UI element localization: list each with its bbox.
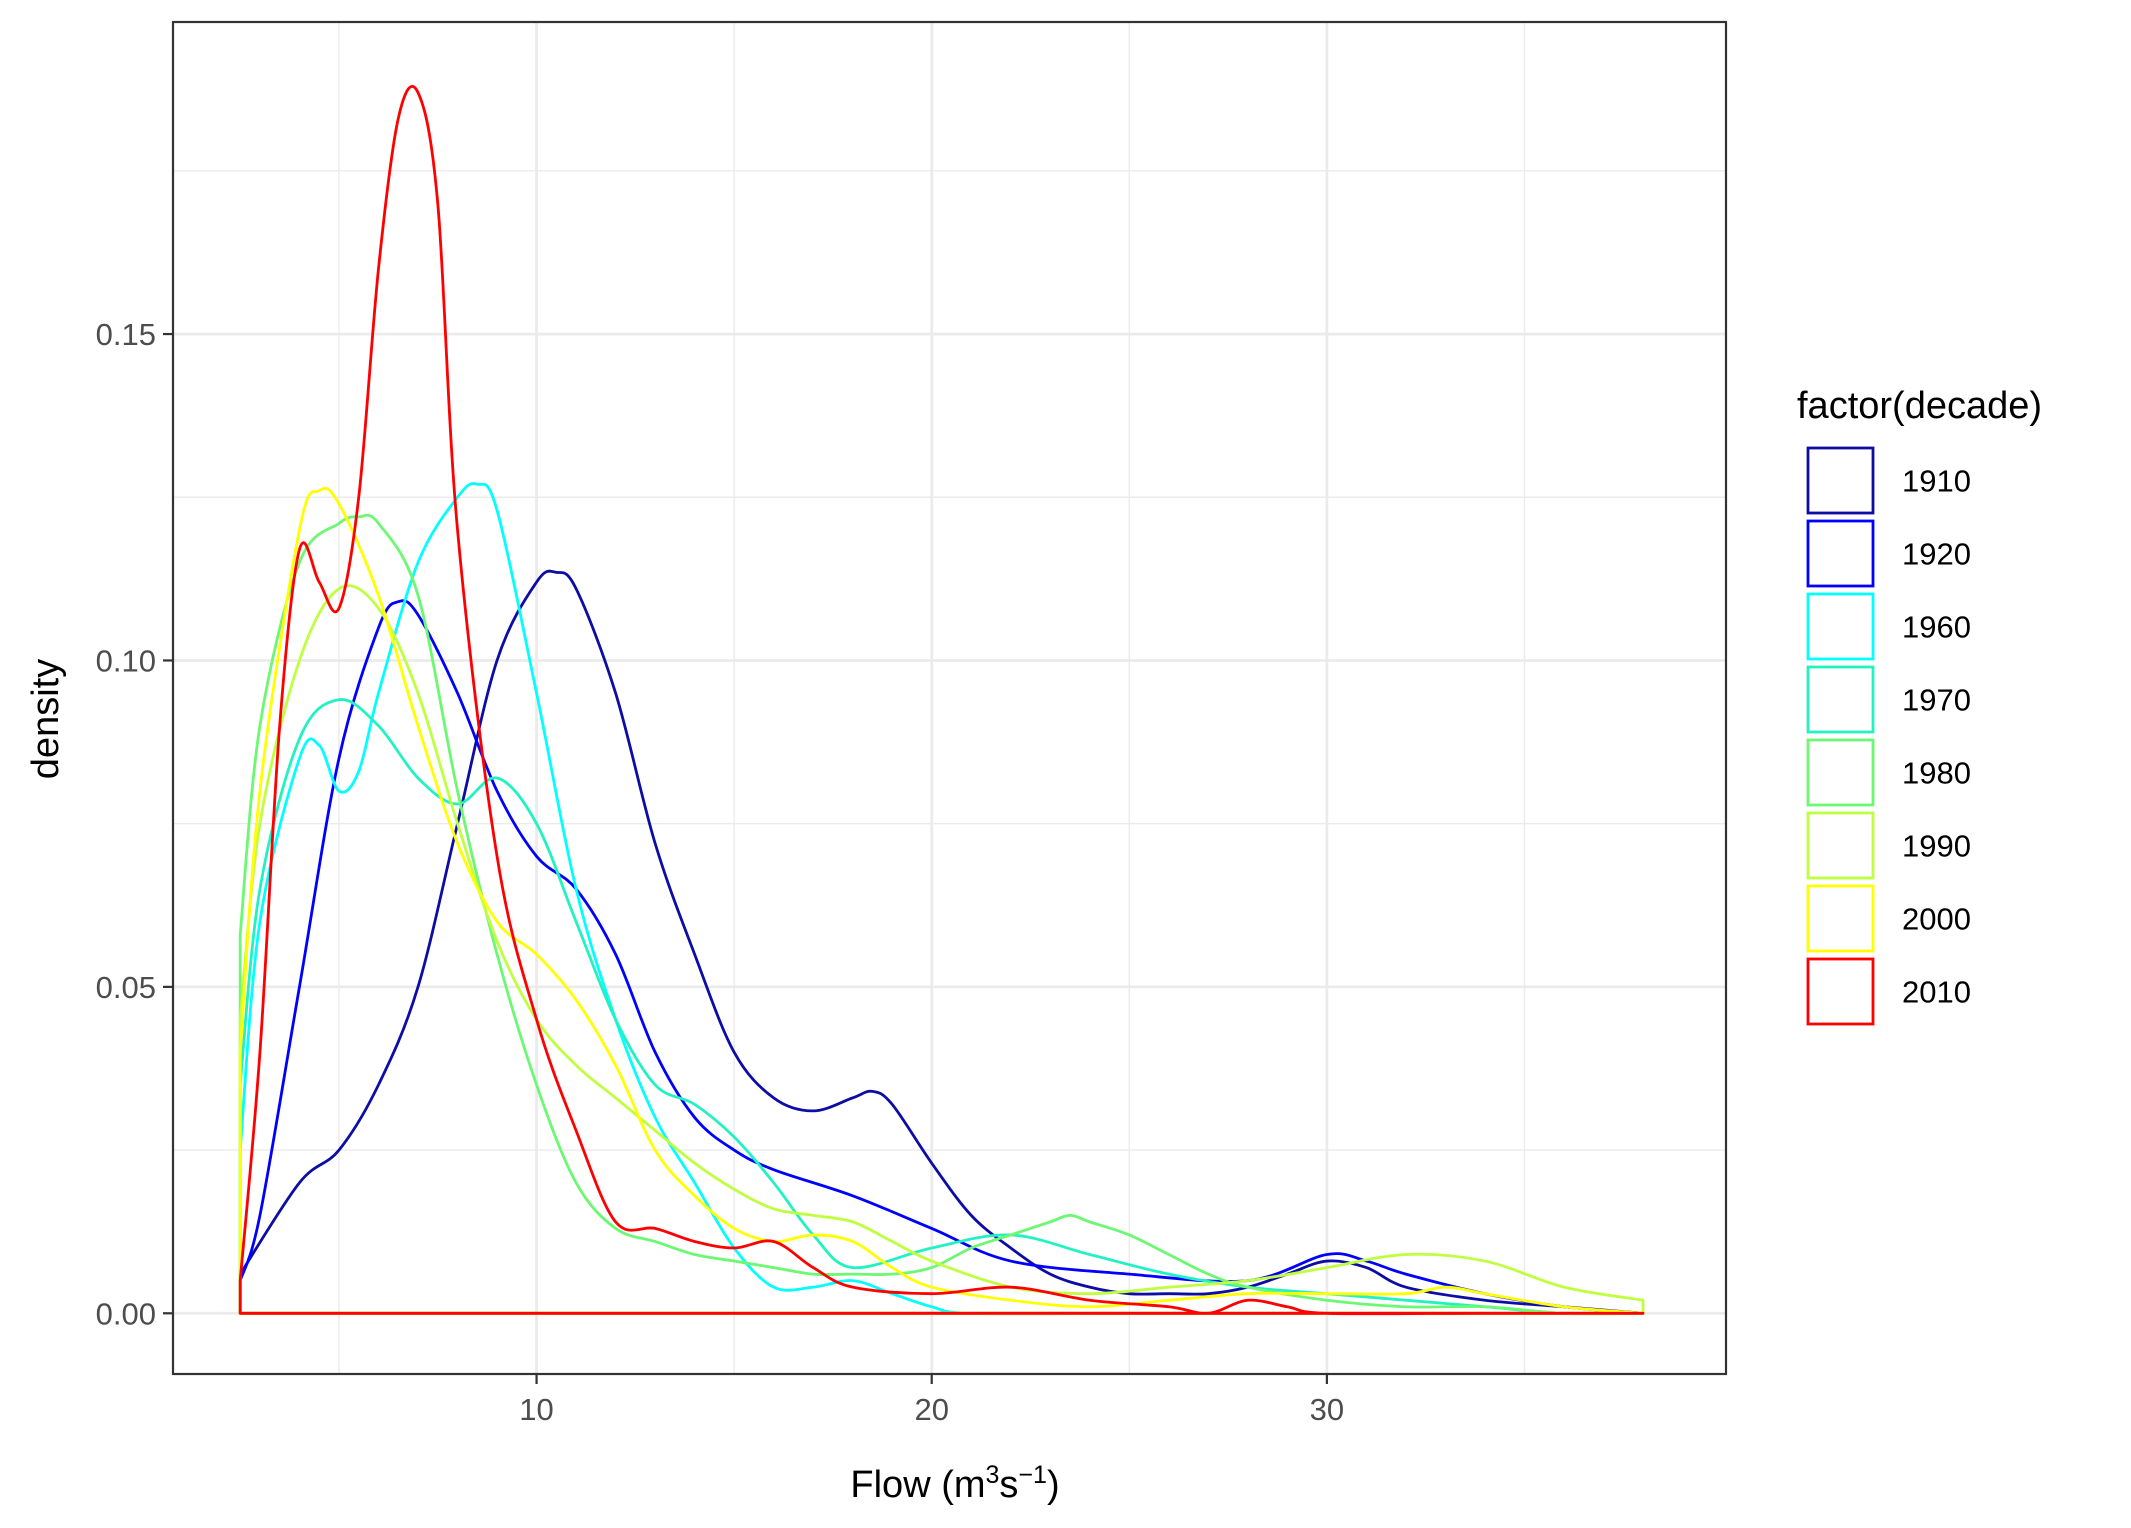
legend-label-1910: 1910 (1902, 464, 1971, 499)
y-axis-title: density (25, 659, 67, 779)
x-axis-title-sup2: −1 (1018, 1461, 1047, 1489)
minor-gridlines (173, 22, 1726, 1374)
x-axis-title-sup1: 3 (986, 1461, 1000, 1489)
legend-label-1990: 1990 (1902, 829, 1971, 864)
legend-label-1920: 1920 (1902, 537, 1971, 572)
x-axis-title: Flow (m3s−1) (850, 1461, 1059, 1506)
legend-title: factor(decade) (1797, 385, 2042, 427)
panel-border (171, 20, 1728, 1376)
x-axis-title-mid: s (999, 1464, 1018, 1506)
y-tick-label: 0.10 (96, 643, 156, 678)
density-line-1980 (238, 513, 1645, 1316)
y-axis: 0.00 0.05 0.10 0.15 (96, 317, 173, 1331)
density-lines (238, 85, 1645, 1316)
density-line-2010 (238, 85, 1645, 1316)
legend-key-2000 (1806, 884, 1875, 953)
legend-label-1970: 1970 (1902, 683, 1971, 718)
legend-label-1980: 1980 (1902, 756, 1971, 791)
x-axis-title-end: ) (1047, 1464, 1060, 1506)
y-tick-label: 0.05 (96, 970, 156, 1005)
y-tick-label: 0.15 (96, 317, 156, 352)
legend-key-1910 (1806, 446, 1875, 515)
legend-key-1970 (1806, 665, 1875, 734)
y-tick-label: 0.00 (96, 1296, 156, 1331)
legend-label-2000: 2000 (1902, 902, 1971, 937)
legend: factor(decade) 1910 1920 1960 1970 1980 1990 2… (1797, 385, 2042, 1026)
density-line-1970 (238, 698, 1645, 1316)
legend-key-1990 (1806, 811, 1875, 880)
legend-key-2010 (1806, 957, 1875, 1026)
x-tick-label: 20 (914, 1392, 948, 1427)
x-axis-title-base: Flow (m (850, 1464, 985, 1506)
legend-label-1960: 1960 (1902, 610, 1971, 645)
legend-key-1980 (1806, 738, 1875, 807)
legend-label-2010: 2010 (1902, 975, 1971, 1010)
x-axis: 10 20 30 (519, 1374, 1344, 1427)
density-line-1990 (238, 584, 1645, 1315)
x-tick-label: 10 (519, 1392, 553, 1427)
x-tick-label: 30 (1310, 1392, 1344, 1427)
density-line-2000 (238, 486, 1645, 1315)
legend-key-1960 (1806, 592, 1875, 661)
legend-key-1920 (1806, 519, 1875, 588)
